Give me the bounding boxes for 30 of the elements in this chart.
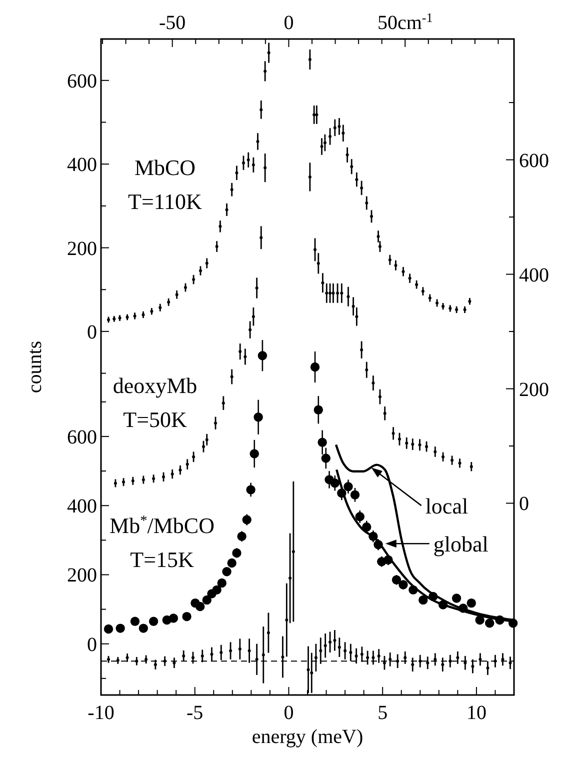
y-tick-label: 400	[67, 154, 97, 176]
x2-tick-label: 0	[284, 12, 294, 34]
annotation: MbCO	[134, 155, 196, 180]
y-axis-title: counts	[24, 340, 46, 394]
x-tick-label: 0	[284, 702, 294, 724]
annotation: T=15K	[130, 547, 194, 572]
y-tick-label: 600	[67, 70, 97, 92]
annotation: T=50K	[123, 407, 187, 432]
annotation: local	[425, 494, 468, 519]
x-axis-title: energy (meV)	[252, 726, 364, 748]
x2-tick-label: 50cm$^{-1}$	[377, 10, 433, 34]
y2-tick-label: 600	[519, 150, 549, 172]
annotation: Mb$^{*}$/MbCO	[110, 513, 214, 538]
annotation: global	[433, 532, 488, 557]
y-tick-label: 600	[67, 426, 97, 448]
y-tick-label: 0	[87, 321, 97, 344]
y2-tick-label: 0	[519, 493, 529, 516]
x-tick-label: -10	[88, 702, 114, 724]
x-tick-label: -5	[186, 702, 204, 724]
x-tick-label: 10	[466, 702, 486, 724]
y-tick-label: 0	[87, 634, 97, 656]
y-tick-label: 200	[67, 564, 97, 587]
x-tick-label: 5	[378, 702, 388, 724]
y-tick-label: 200	[67, 238, 97, 260]
y2-tick-label: 200	[519, 378, 549, 401]
annotation: deoxyMb	[112, 373, 198, 398]
annotation: T=110K	[128, 189, 202, 214]
x2-tick-label: -50	[159, 12, 186, 34]
y-tick-label: 400	[67, 496, 97, 518]
y2-tick-label: 400	[519, 264, 549, 286]
